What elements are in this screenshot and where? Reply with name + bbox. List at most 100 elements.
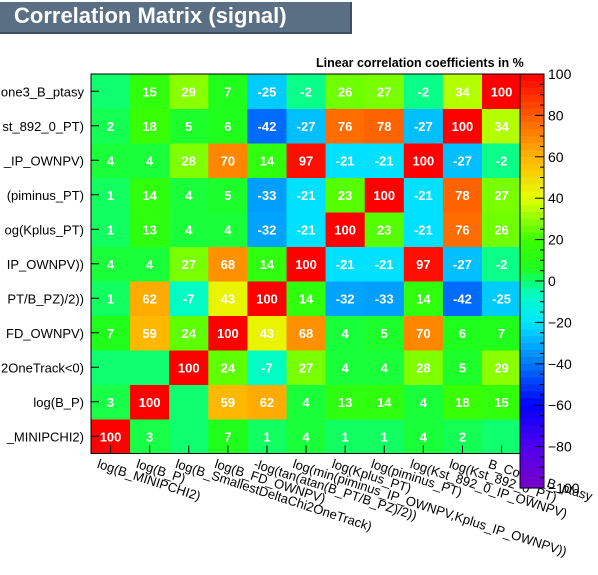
colorbar-segment: [520, 101, 544, 110]
cell-value-label: 78: [455, 188, 469, 203]
cell-value-label: 68: [221, 257, 235, 272]
colorbar-segment: [520, 315, 544, 323]
colorbar-segment: [520, 384, 544, 392]
cell-value-label: 14: [416, 291, 431, 306]
heatmap-cell: [364, 212, 405, 247]
colorbar-segment: [520, 225, 544, 234]
cell-value-label: 24: [182, 326, 197, 341]
cell-value-label: 7: [224, 429, 231, 444]
heatmap-cell: [364, 246, 405, 282]
cell-value-label: 14: [142, 188, 157, 203]
heatmap-cell: [169, 315, 209, 351]
heatmap-cell: [169, 246, 209, 282]
heatmap-cell: [482, 74, 522, 109]
heatmap-cell: [442, 212, 483, 247]
heatmap-cell: [130, 315, 170, 351]
heatmap-cell: [325, 108, 366, 144]
cell-value-label: 62: [260, 395, 274, 410]
heatmap-cell: [286, 74, 327, 109]
cell-value-label: 100: [217, 326, 239, 341]
cell-value-label: -25: [492, 291, 511, 306]
cell-value-label: -2: [496, 257, 508, 272]
colorbar-segment: [520, 149, 544, 158]
heatmap-cell: [364, 350, 405, 385]
cell-value-label: 1: [342, 429, 349, 444]
heatmap-cell: [403, 350, 444, 385]
y-tick-label: PT/B_PZ)/2)): [7, 291, 84, 306]
cell-value-label: -2: [496, 153, 508, 168]
heatmap-cell: [325, 315, 366, 351]
heatmap-cell: [325, 177, 366, 213]
cell-value-label: 100: [295, 257, 317, 272]
colorbar-segment: [520, 136, 544, 144]
cell-value-label: 70: [221, 153, 235, 168]
heatmap-cell: [130, 108, 170, 144]
cell-value-label: -21: [375, 257, 394, 272]
cell-value-label: 34: [455, 84, 470, 99]
colorbar-segment: [520, 467, 544, 475]
cell-value-label: -7: [261, 360, 273, 375]
colorbar-segment: [520, 322, 544, 330]
cell-value-label: 18: [455, 395, 469, 410]
cell-value-label: -27: [414, 119, 433, 134]
colorbar-segment: [520, 163, 544, 172]
colorbar-segment: [520, 122, 544, 130]
heatmap-cell: [169, 350, 209, 385]
title-box: Correlation Matrix (signal): [0, 2, 352, 34]
cell-value-label: 5: [185, 119, 192, 134]
cell-value-label: -27: [453, 257, 472, 272]
cell-value-label: 6: [224, 119, 231, 134]
heatmap-cell: [403, 177, 444, 213]
colorbar-tick-label: 20: [548, 232, 564, 248]
heatmap-cell: [403, 246, 444, 282]
cell-value-label: 7: [107, 326, 114, 341]
heatmap-cell: [286, 177, 327, 213]
y-tick-label: (piminus_PT): [7, 188, 84, 203]
colorbar-segment: [520, 391, 544, 399]
heatmap-cell: [286, 143, 327, 178]
heatmap-cell: [325, 74, 366, 109]
cell-value-label: -21: [297, 222, 316, 237]
heatmap-cell: [482, 384, 522, 420]
colorbar-segment: [520, 74, 544, 82]
cell-value-label: 34: [494, 119, 509, 134]
colorbar-segment: [520, 212, 544, 220]
colorbar-tick-label: 0: [548, 273, 556, 289]
heatmap-cell: [130, 281, 170, 316]
cell-value-label: 100: [373, 188, 395, 203]
colorbar-tick-label: 80: [548, 107, 564, 123]
colorbar-segment: [520, 308, 544, 317]
cell-value-label: 43: [221, 291, 235, 306]
heatmap-cell: [442, 350, 483, 385]
heatmap-cell: [169, 143, 209, 178]
heatmap-cell: [403, 74, 444, 109]
colorbar-segment: [520, 184, 544, 192]
heatmap-cell: [247, 384, 287, 420]
colorbar-segment: [520, 239, 544, 248]
cell-value-label: 59: [221, 395, 235, 410]
colorbar-segment: [520, 370, 544, 379]
cell-value-label: 97: [299, 153, 313, 168]
heatmap-cell: [130, 74, 170, 109]
heatmap-cell: [442, 315, 483, 351]
cell-value-label: 4: [302, 395, 310, 410]
heatmap-cell: [364, 74, 405, 109]
colorbar-segment: [520, 446, 544, 455]
cell-value-label: 4: [342, 360, 350, 375]
heatmap-cell: [482, 177, 522, 213]
heatmap-cell: [325, 350, 366, 385]
cell-value-label: 76: [455, 222, 469, 237]
heatmap-cell: [364, 384, 405, 420]
y-tick-label: 2OneTrack<0): [1, 360, 84, 375]
heatmap-cell: [286, 212, 327, 247]
colorbar-segment: [520, 218, 544, 227]
heatmap-cell: [403, 384, 444, 420]
colorbar-segment: [520, 350, 544, 358]
colorbar-segment: [520, 232, 544, 241]
cell-value-label: 4: [224, 222, 232, 237]
heatmap-cell: [442, 143, 483, 178]
colorbar-segment: [520, 287, 544, 296]
heatmap-cell: [325, 384, 366, 420]
colorbar-segment: [520, 115, 544, 123]
